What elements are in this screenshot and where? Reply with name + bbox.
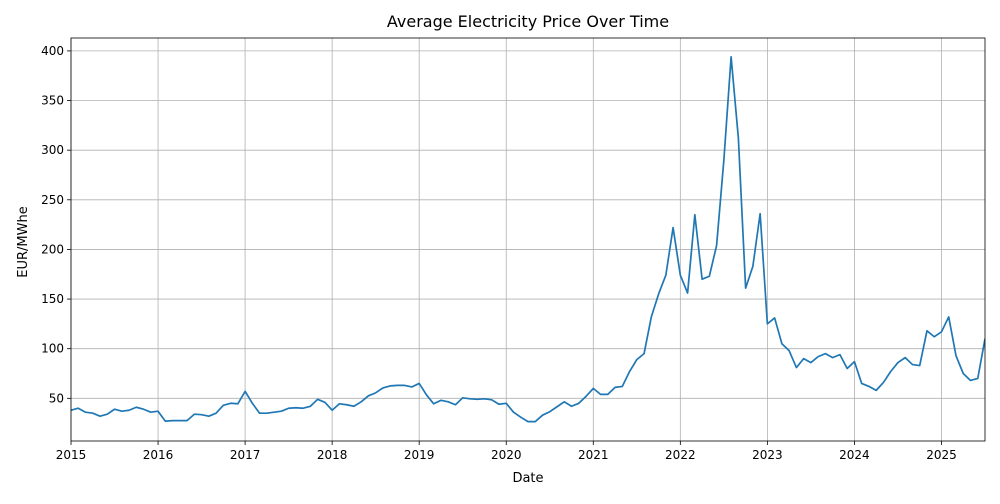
x-tick-label: 2019 (404, 448, 435, 462)
y-tick-label: 50 (49, 391, 64, 405)
x-tick-label: 2015 (56, 448, 87, 462)
y-tick-label: 100 (41, 342, 64, 356)
grid (71, 38, 985, 441)
series-layer (71, 57, 985, 422)
series-line (71, 57, 985, 422)
y-tick-label: 150 (41, 292, 64, 306)
x-tick-label: 2021 (578, 448, 609, 462)
x-tick-label: 2016 (143, 448, 174, 462)
chart-title: Average Electricity Price Over Time (387, 12, 669, 31)
x-tick-label: 2025 (926, 448, 957, 462)
y-axis-label: EUR/MWhe (16, 206, 31, 277)
x-tick-label: 2017 (230, 448, 261, 462)
y-tick-label: 400 (41, 44, 64, 58)
x-tick-label: 2020 (491, 448, 522, 462)
x-tick-label: 2024 (839, 448, 870, 462)
x-tick-label: 2022 (665, 448, 696, 462)
y-tick-label: 300 (41, 143, 64, 157)
y-tick-label: 250 (41, 193, 64, 207)
y-tick-label: 200 (41, 242, 64, 256)
y-tick-label: 350 (41, 94, 64, 108)
x-axis-label: Date (512, 471, 543, 486)
x-tick-label: 2023 (752, 448, 783, 462)
x-tick-label: 2018 (317, 448, 348, 462)
plot-frame (71, 38, 985, 441)
